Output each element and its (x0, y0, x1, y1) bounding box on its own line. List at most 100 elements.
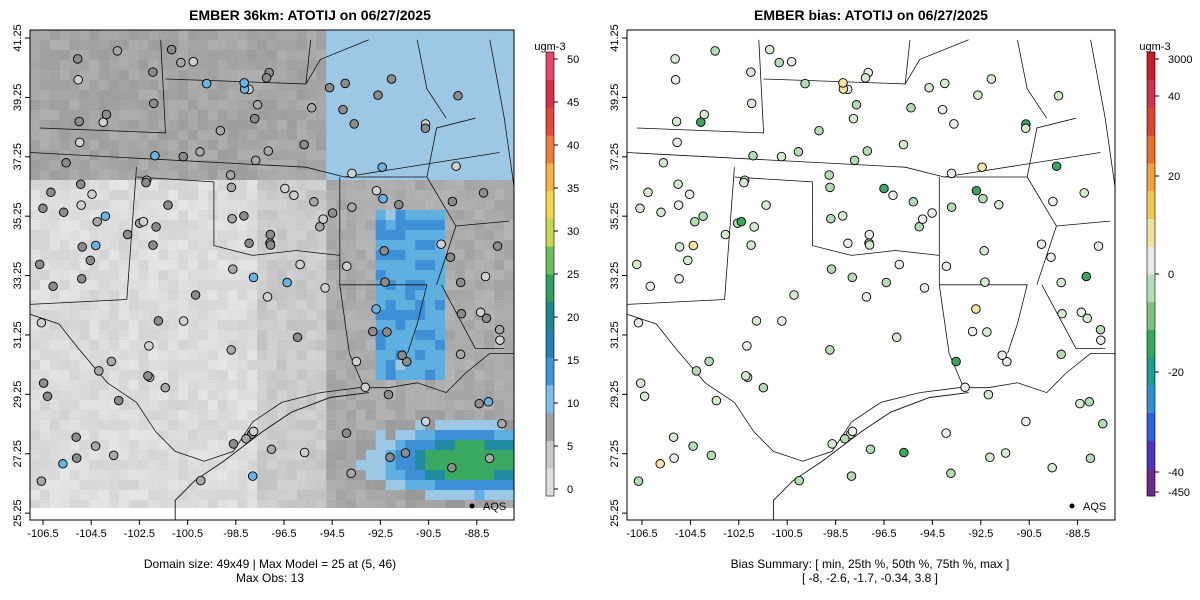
aqs-station (1021, 416, 1031, 427)
aqs-station (978, 193, 988, 204)
lon-tick-label: -106.5 (27, 528, 58, 540)
aqs-station (239, 78, 249, 88)
aqs-station (946, 468, 956, 479)
aqs-station (633, 476, 644, 486)
aqs-station (670, 54, 680, 64)
aqs-station (456, 309, 467, 319)
aqs-station (794, 475, 804, 486)
aqs-station (655, 459, 665, 469)
aqs-station (914, 222, 924, 232)
lat-tick-label: 35.25 (12, 202, 24, 230)
aqs-station (138, 216, 149, 227)
bias-map-panel: EMBER bias: ATOTIJ on 06/27/2025 -106.5-… (609, 7, 1192, 585)
bias-map-lat-axis: 41.25 39.25 37.25 35.25 33.25 31.25 29.25 27.25… (609, 24, 627, 527)
aqs-station (674, 274, 684, 284)
aqs-station (495, 335, 505, 345)
aqs-station (748, 150, 758, 161)
aqs-station (973, 90, 983, 100)
aqs-station (122, 229, 133, 240)
aqs-station (225, 170, 236, 180)
aqs-station (777, 316, 787, 326)
aqs-station (837, 211, 848, 221)
state-boundary (1017, 39, 1048, 119)
aqs-station (266, 444, 277, 455)
lon-tick-label: -104.5 (675, 528, 706, 540)
colorbar-label: 20 (1168, 171, 1180, 183)
aqs-station (484, 453, 495, 464)
aqs-station (846, 471, 857, 481)
aqs-station (72, 54, 83, 64)
aqs-station (672, 137, 682, 148)
aqs-station (960, 382, 970, 393)
aqs-station (1046, 252, 1056, 262)
state-boundary (1041, 284, 1106, 349)
colorbar-label: 3000 (1168, 54, 1192, 66)
aqs-station (36, 476, 47, 486)
aqs-station (684, 189, 695, 200)
state-boundary (29, 152, 500, 178)
colorbar-segment (1147, 412, 1155, 441)
aqs-station (386, 74, 397, 84)
lon-tick-label: -90.5 (1017, 528, 1042, 540)
colorbar-segment (546, 135, 554, 164)
aqs-station (71, 453, 82, 463)
aqs-station (633, 318, 644, 328)
aqs-station (90, 441, 101, 451)
aqs-station (688, 240, 699, 251)
colorbar-segment (546, 246, 554, 275)
aqs-station (241, 434, 251, 444)
aqs-station (385, 452, 395, 463)
aqs-station (265, 240, 276, 250)
aqs-station (153, 316, 164, 326)
aqs-station (453, 91, 463, 101)
aqs-station (786, 56, 797, 67)
lat-tick-label: 37.25 (12, 143, 24, 171)
aqs-station (838, 78, 848, 88)
aqs-station (673, 200, 684, 210)
lon-tick-label: -92.5 (968, 528, 993, 540)
aqs-station (1020, 123, 1031, 134)
bias-map-legend-label: AQS (1083, 501, 1106, 513)
aqs-station (48, 281, 58, 292)
aqs-station (635, 378, 646, 388)
colorbar-label: 20 (567, 312, 579, 324)
colorbar-label: 5 (567, 441, 573, 453)
aqs-station (860, 73, 871, 83)
colorbar-segment (1147, 246, 1155, 275)
lat-tick-label: 33.25 (12, 262, 24, 290)
aqs-station (899, 447, 909, 458)
state-boundary (1090, 39, 1116, 187)
bias-colorbar-units: ugm-3 (1139, 41, 1170, 53)
colorbar-segment (1147, 440, 1155, 469)
model-map-caption-line2: Max Obs: 13 (236, 571, 304, 585)
aqs-station (739, 177, 749, 188)
aqs-station (340, 78, 350, 89)
aqs-station (711, 395, 722, 406)
model-map-lat-axis: 41.25 39.25 37.25 35.25 33.25 31.25 29.25 27.25… (12, 24, 30, 527)
aqs-station (112, 46, 123, 56)
aqs-station (688, 441, 698, 451)
aqs-station (474, 398, 484, 409)
state-boundary (904, 39, 969, 85)
aqs-station (825, 182, 835, 193)
aqs-station (927, 208, 937, 218)
aqs-station (843, 238, 853, 249)
aqs-station (318, 214, 328, 224)
aqs-station (306, 103, 317, 113)
aqs-station (847, 272, 858, 283)
aqs-station (447, 462, 457, 473)
aqs-station (324, 82, 335, 93)
lat-tick-label: 33.25 (609, 262, 621, 290)
aqs-station (1098, 418, 1108, 429)
aqs-station (683, 255, 693, 266)
aqs-station (826, 213, 836, 224)
aqs-station (42, 391, 53, 402)
aqs-station (979, 246, 989, 256)
state-boundary (944, 117, 1077, 178)
aqs-station (994, 199, 1004, 210)
aqs-station (73, 75, 83, 85)
model-map-title: EMBER 36km: ATOTIJ on 06/27/2025 (189, 7, 431, 23)
aqs-station (983, 389, 994, 400)
aqs-station (196, 475, 206, 486)
state-boundary (39, 39, 166, 134)
